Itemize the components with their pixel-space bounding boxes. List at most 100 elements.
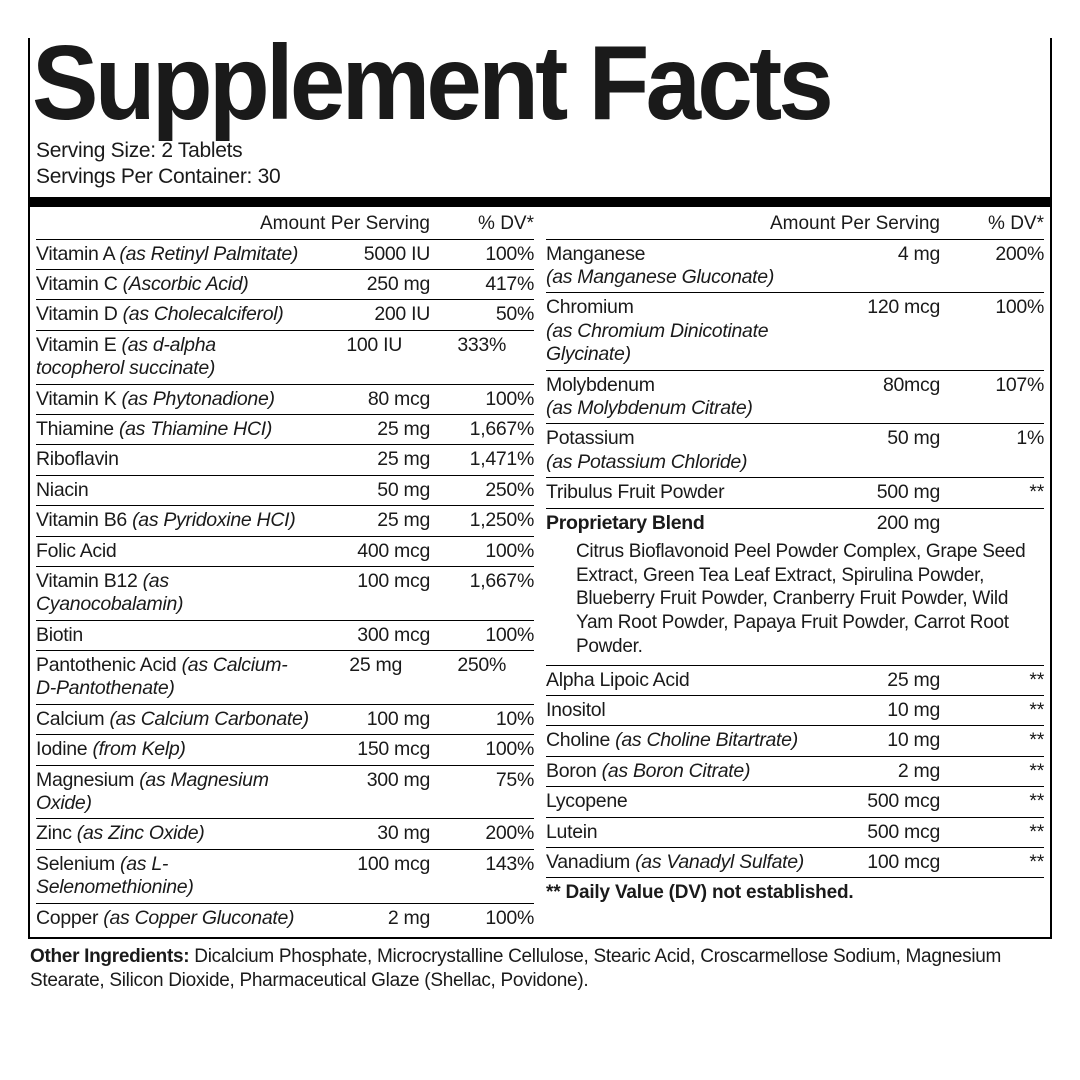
nutrient-row: Inositol10 mg** bbox=[546, 696, 1044, 726]
nutrient-name: Pantothenic Acid (as Calcium-D-Pantothen… bbox=[36, 654, 296, 701]
nutrient-row: Pantothenic Acid (as Calcium-D-Pantothen… bbox=[36, 651, 534, 705]
nutrient-name: Manganese(as Manganese Gluconate) bbox=[546, 243, 834, 290]
nutrient-name: Vitamin B6 (as Pyridoxine HCI) bbox=[36, 509, 324, 532]
nutrient-name: Vitamin A (as Retinyl Palmitate) bbox=[36, 243, 324, 266]
nutrient-row: Calcium (as Calcium Carbonate)100 mg10% bbox=[36, 705, 534, 735]
nutrient-row: Boron (as Boron Citrate)2 mg** bbox=[546, 757, 1044, 787]
nutrient-row: Alpha Lipoic Acid25 mg** bbox=[546, 666, 1044, 696]
nutrient-amount: 50 mg bbox=[324, 479, 444, 502]
nutrient-dv: 1,250% bbox=[444, 509, 534, 532]
column-header: Amount Per Serving% DV* bbox=[36, 209, 534, 240]
nutrient-row: Vitamin C (Ascorbic Acid)250 mg417% bbox=[36, 270, 534, 300]
nutrient-dv: ** bbox=[954, 790, 1044, 813]
nutrient-amount: 100 mcg bbox=[834, 851, 954, 874]
nutrient-dv: 1,667% bbox=[444, 418, 534, 441]
nutrient-amount: 100 IU bbox=[296, 334, 416, 357]
nutrient-row: Lycopene500 mcg** bbox=[546, 787, 1044, 817]
nutrient-dv: 100% bbox=[444, 907, 534, 930]
nutrient-amount: 80mcg bbox=[834, 374, 954, 397]
nutrient-name: Iodine (from Kelp) bbox=[36, 738, 324, 761]
nutrient-row: Iodine (from Kelp)150 mcg100% bbox=[36, 735, 534, 765]
nutrient-name: Potassium(as Potassium Chloride) bbox=[546, 427, 834, 474]
nutrient-dv: ** bbox=[954, 481, 1044, 504]
blend-label: Proprietary Blend bbox=[546, 512, 834, 535]
nutrient-row: Chromium(as Chromium Dinicotinate Glycin… bbox=[546, 293, 1044, 370]
header-amount: Amount Per Serving bbox=[254, 213, 444, 235]
nutrient-dv: 1,667% bbox=[444, 570, 534, 593]
nutrient-row: Selenium (as L-Selenomethionine)100 mcg1… bbox=[36, 850, 534, 904]
nutrient-dv: ** bbox=[954, 669, 1044, 692]
nutrient-dv: ** bbox=[954, 699, 1044, 722]
nutrient-name: Calcium (as Calcium Carbonate) bbox=[36, 708, 324, 731]
nutrient-row: Copper (as Copper Gluconate)2 mg100% bbox=[36, 904, 534, 933]
nutrient-amount: 80 mcg bbox=[324, 388, 444, 411]
nutrient-name: Vitamin K (as Phytonadione) bbox=[36, 388, 324, 411]
nutrient-name: Lutein bbox=[546, 821, 834, 844]
nutrient-amount: 25 mg bbox=[324, 509, 444, 532]
nutrient-dv: 1,471% bbox=[444, 448, 534, 471]
nutrient-name: Copper (as Copper Gluconate) bbox=[36, 907, 324, 930]
nutrient-name: Vanadium (as Vanadyl Sulfate) bbox=[546, 851, 834, 874]
nutrient-amount: 10 mg bbox=[834, 729, 954, 752]
nutrient-row: Vitamin B12 (as Cyanocobalamin)100 mcg1,… bbox=[36, 567, 534, 621]
nutrient-dv: 50% bbox=[444, 303, 534, 326]
nutrient-row: Vitamin D (as Cholecalciferol)200 IU50% bbox=[36, 300, 534, 330]
serving-size-label: Serving Size: bbox=[36, 139, 156, 162]
blend-text: Citrus Bioflavonoid Peel Powder Complex,… bbox=[546, 538, 1044, 666]
nutrient-dv: 143% bbox=[444, 853, 534, 876]
header-dv: % DV* bbox=[444, 213, 534, 235]
nutrient-row: Vitamin K (as Phytonadione)80 mcg100% bbox=[36, 385, 534, 415]
nutrient-row: Vitamin B6 (as Pyridoxine HCI)25 mg1,250… bbox=[36, 506, 534, 536]
nutrient-name: Niacin bbox=[36, 479, 324, 502]
nutrient-name: Lycopene bbox=[546, 790, 834, 813]
nutrient-row: Biotin300 mcg100% bbox=[36, 621, 534, 651]
header-dv: % DV* bbox=[954, 213, 1044, 235]
nutrient-name: Chromium(as Chromium Dinicotinate Glycin… bbox=[546, 296, 834, 366]
left-column: Amount Per Serving% DV*Vitamin A (as Ret… bbox=[30, 207, 540, 937]
nutrient-name: Tribulus Fruit Powder bbox=[546, 481, 834, 504]
nutrient-amount: 25 mg bbox=[324, 448, 444, 471]
serving-info: Serving Size: 2 Tablets Servings Per Con… bbox=[30, 138, 1050, 197]
thick-divider bbox=[30, 197, 1050, 207]
nutrient-name: Vitamin E (as d-alpha tocopherol succina… bbox=[36, 334, 296, 381]
nutrient-name: Biotin bbox=[36, 624, 324, 647]
nutrient-dv: 107% bbox=[954, 374, 1044, 397]
nutrient-amount: 100 mg bbox=[324, 708, 444, 731]
header-amount: Amount Per Serving bbox=[764, 213, 954, 235]
nutrient-name: Folic Acid bbox=[36, 540, 324, 563]
nutrient-dv: ** bbox=[954, 821, 1044, 844]
nutrient-amount: 300 mcg bbox=[324, 624, 444, 647]
other-ingredients: Other Ingredients: Dicalcium Phosphate, … bbox=[28, 939, 1052, 993]
nutrient-dv: 100% bbox=[444, 738, 534, 761]
nutrient-amount: 300 mg bbox=[324, 769, 444, 792]
nutrient-amount: 25 mg bbox=[324, 418, 444, 441]
nutrient-amount: 2 mg bbox=[834, 760, 954, 783]
nutrient-amount: 100 mcg bbox=[324, 853, 444, 876]
nutrient-dv: 100% bbox=[444, 624, 534, 647]
nutrient-row: Thiamine (as Thiamine HCI)25 mg1,667% bbox=[36, 415, 534, 445]
column-header: Amount Per Serving% DV* bbox=[546, 209, 1044, 240]
nutrient-row: Manganese(as Manganese Gluconate)4 mg200… bbox=[546, 240, 1044, 294]
nutrient-dv: 1% bbox=[954, 427, 1044, 450]
nutrient-amount: 200 IU bbox=[324, 303, 444, 326]
nutrient-row: Vitamin E (as d-alpha tocopherol succina… bbox=[36, 331, 534, 385]
nutrient-dv: 200% bbox=[954, 243, 1044, 266]
nutrient-amount: 5000 IU bbox=[324, 243, 444, 266]
nutrient-dv: 100% bbox=[444, 388, 534, 411]
nutrient-amount: 500 mg bbox=[834, 481, 954, 504]
nutrient-dv: 10% bbox=[444, 708, 534, 731]
nutrient-row: Vitamin A (as Retinyl Palmitate)5000 IU1… bbox=[36, 240, 534, 270]
nutrient-name: Alpha Lipoic Acid bbox=[546, 669, 834, 692]
nutrient-name: Riboflavin bbox=[36, 448, 324, 471]
nutrient-amount: 250 mg bbox=[324, 273, 444, 296]
nutrient-dv: 250% bbox=[444, 479, 534, 502]
nutrient-row: Molybdenum(as Molybdenum Citrate)80mcg10… bbox=[546, 371, 1044, 425]
nutrient-amount: 100 mcg bbox=[324, 570, 444, 593]
nutrient-name: Boron (as Boron Citrate) bbox=[546, 760, 834, 783]
right-column: Amount Per Serving% DV*Manganese(as Mang… bbox=[540, 207, 1050, 937]
nutrient-amount: 30 mg bbox=[324, 822, 444, 845]
nutrient-row: Vanadium (as Vanadyl Sulfate)100 mcg** bbox=[546, 848, 1044, 878]
nutrient-row: Lutein500 mcg** bbox=[546, 818, 1044, 848]
nutrient-amount: 25 mg bbox=[834, 669, 954, 692]
nutrient-amount: 120 mcg bbox=[834, 296, 954, 319]
